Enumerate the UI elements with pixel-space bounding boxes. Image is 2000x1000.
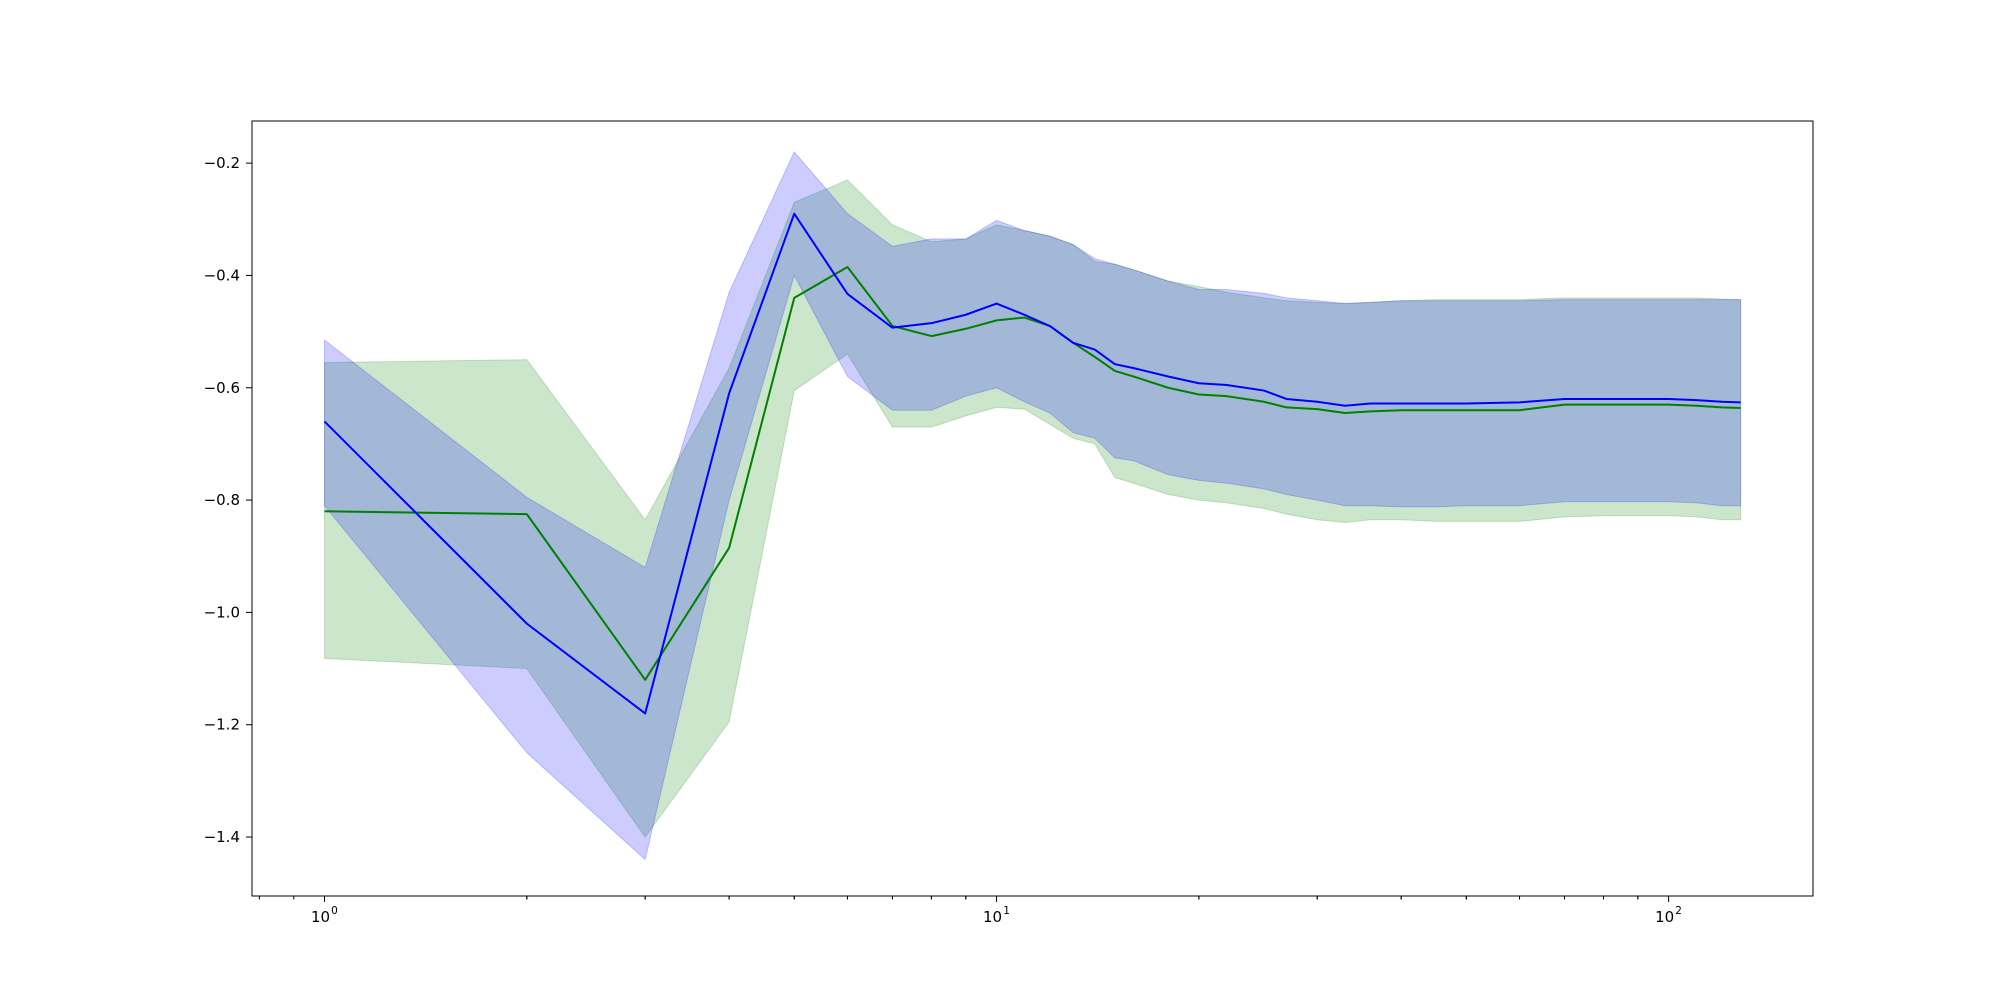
x-tick-label-exponent: 1 [1003, 905, 1010, 917]
x-tick-label-exponent: 0 [331, 905, 338, 917]
plot-area [252, 121, 1813, 896]
confidence-bands [324, 150, 1742, 861]
x-tick-label: 10 [983, 908, 1002, 926]
y-tick-label: −0.2 [204, 154, 240, 172]
series-lines [323, 212, 1741, 715]
x-tick-label-exponent: 2 [1675, 905, 1682, 917]
y-tick-label: −1.2 [204, 716, 240, 734]
x-tick-label: 10 [311, 908, 330, 926]
band-series-1 [324, 179, 1742, 838]
y-tick-label: −0.4 [204, 266, 240, 284]
axes-frame [251, 120, 1814, 897]
line-series-1 [324, 266, 1741, 681]
y-axis: −0.2 −0.4 −0.6 −0.8 −1.0 −1.2 −1.4 [204, 154, 252, 846]
x-tick-label: 10 [1655, 908, 1674, 926]
y-tick-label: −1.4 [204, 828, 240, 846]
axes-background [252, 121, 1813, 896]
x-axis: 10 0 10 1 10 2 [258, 896, 1682, 926]
y-tick-label: −0.8 [204, 491, 240, 509]
y-tick-label: −1.0 [204, 603, 240, 621]
band-series-2 [324, 150, 1742, 861]
line-series-2 [323, 212, 1741, 715]
y-tick-label: −0.6 [204, 379, 240, 397]
